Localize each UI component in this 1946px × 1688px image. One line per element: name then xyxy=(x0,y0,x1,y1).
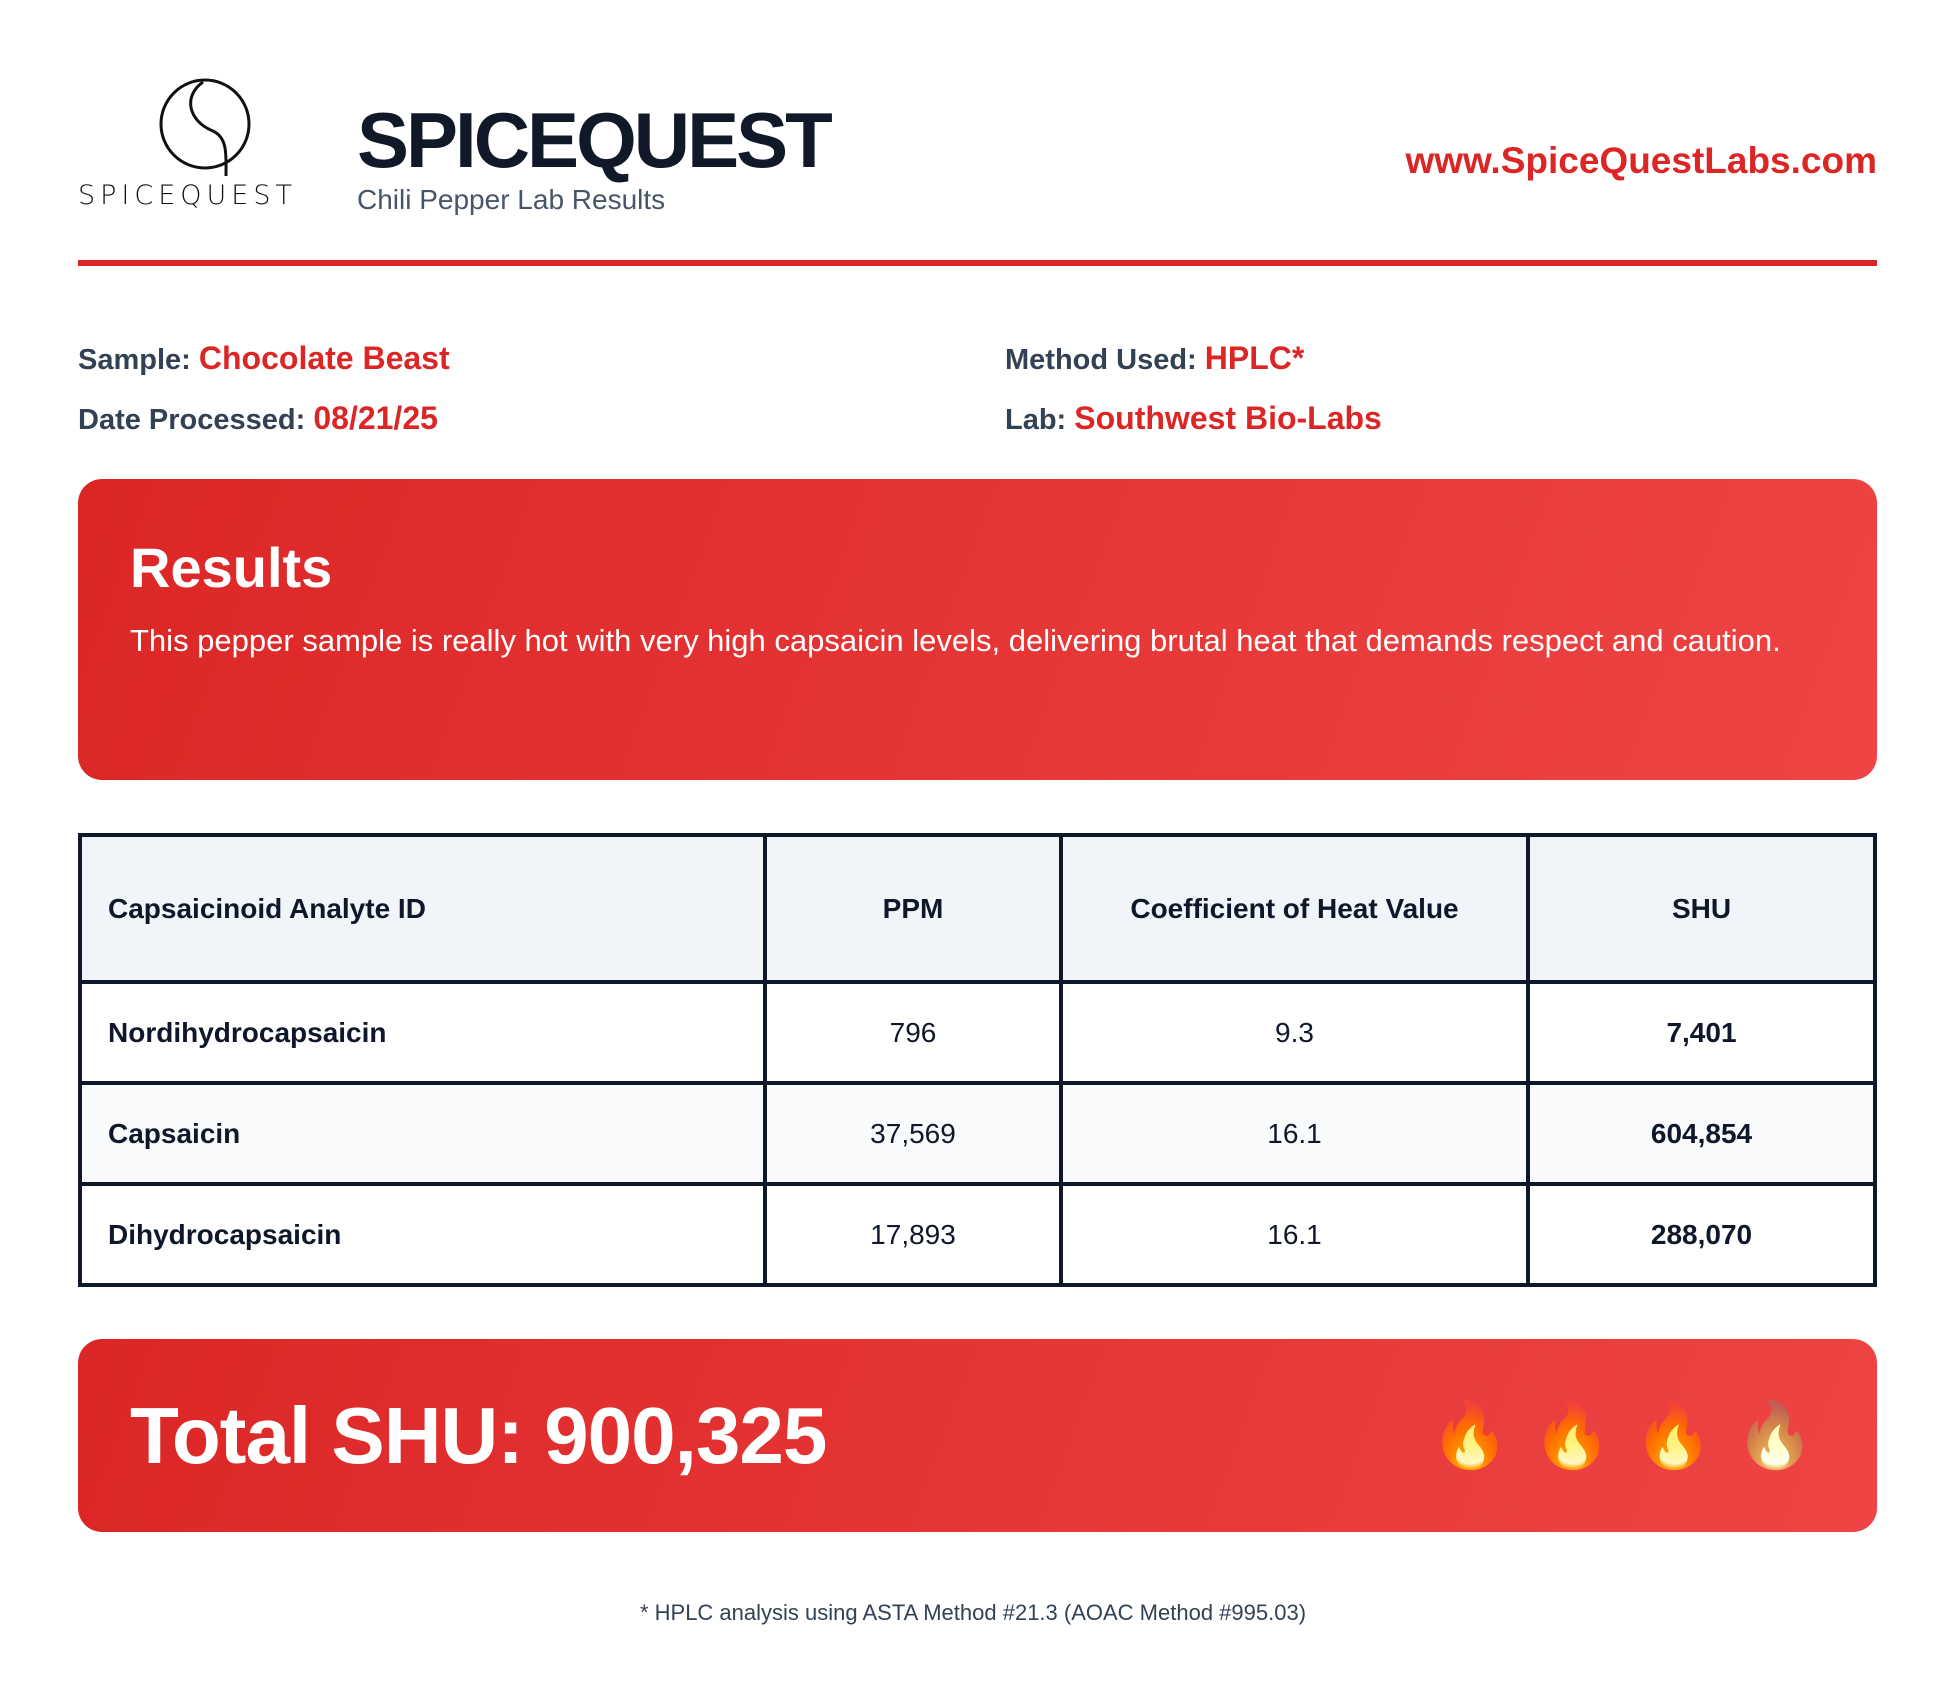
date-field: Date Processed: 08/21/25 xyxy=(78,400,438,437)
total-shu: Total SHU: 900,325 xyxy=(130,1390,827,1480)
website-link[interactable]: www.SpiceQuestLabs.com xyxy=(1405,140,1877,181)
date-value: 08/21/25 xyxy=(313,400,438,436)
flame-icon: 🔥 xyxy=(1430,1399,1510,1471)
cell-analyte: Nordihydrocapsaicin xyxy=(78,980,767,1085)
cell-ppm: 796 xyxy=(763,980,1063,1085)
cell-shu: 7,401 xyxy=(1526,980,1877,1085)
table-row: Nordihydrocapsaicin 796 9.3 7,401 xyxy=(78,980,1877,1085)
results-table: Capsaicinoid Analyte ID PPM Coefficient … xyxy=(78,833,1877,1287)
logo-wordmark: SPICEQUEST xyxy=(78,180,298,211)
cell-coefficient: 9.3 xyxy=(1059,980,1530,1085)
tagline: Chili Pepper Lab Results xyxy=(357,184,666,215)
cell-coefficient: 16.1 xyxy=(1059,1182,1530,1287)
results-panel: Results This pepper sample is really hot… xyxy=(78,479,1877,780)
cell-ppm: 17,893 xyxy=(763,1182,1063,1287)
method-value: HPLC* xyxy=(1204,340,1305,376)
sample-value: Chocolate Beast xyxy=(198,340,450,376)
method-field: Method Used: HPLC* xyxy=(1005,340,1304,377)
cell-coefficient: 16.1 xyxy=(1059,1081,1530,1186)
table-header-row: Capsaicinoid Analyte ID PPM Coefficient … xyxy=(78,833,1877,984)
heat-rating: 🔥 🔥 🔥 🔥 xyxy=(1430,1398,1815,1473)
cell-shu: 604,854 xyxy=(1526,1081,1877,1186)
col-header-ppm: PPM xyxy=(763,833,1063,984)
total-shu-panel: Total SHU: 900,325 🔥 🔥 🔥 🔥 xyxy=(78,1339,1877,1532)
flame-icon: 🔥 xyxy=(1633,1399,1714,1471)
header-divider xyxy=(78,260,1877,266)
cell-analyte: Dihydrocapsaicin xyxy=(78,1182,767,1287)
results-text: This pepper sample is really hot with ve… xyxy=(130,623,1781,658)
cell-analyte: Capsaicin xyxy=(78,1081,767,1186)
spicequest-logo: SPICEQUEST xyxy=(78,76,338,211)
logo-mark-icon xyxy=(159,78,251,176)
flame-icon: 🔥 xyxy=(1735,1399,1815,1471)
col-header-analyte: Capsaicinoid Analyte ID xyxy=(78,833,767,984)
sample-label: Sample: xyxy=(78,344,191,376)
footnote: * HPLC analysis using ASTA Method #21.3 … xyxy=(639,1600,1307,1625)
date-label: Date Processed: xyxy=(78,404,306,436)
col-header-shu: SHU xyxy=(1526,833,1877,984)
flame-icon: 🔥 xyxy=(1531,1399,1612,1471)
brand-title: SPICEQUEST xyxy=(357,96,833,184)
sample-field: Sample: Chocolate Beast xyxy=(78,340,450,377)
lab-value: Southwest Bio-Labs xyxy=(1074,400,1382,436)
table-row: Dihydrocapsaicin 17,893 16.1 288,070 xyxy=(78,1182,1877,1287)
cell-ppm: 37,569 xyxy=(763,1081,1063,1186)
lab-label: Lab: xyxy=(1005,404,1067,436)
cell-shu: 288,070 xyxy=(1526,1182,1877,1287)
results-title: Results xyxy=(130,536,333,599)
col-header-coefficient: Coefficient of Heat Value xyxy=(1059,833,1530,984)
method-label: Method Used: xyxy=(1005,344,1197,376)
lab-field: Lab: Southwest Bio-Labs xyxy=(1005,400,1382,437)
table-row: Capsaicin 37,569 16.1 604,854 xyxy=(78,1081,1877,1186)
